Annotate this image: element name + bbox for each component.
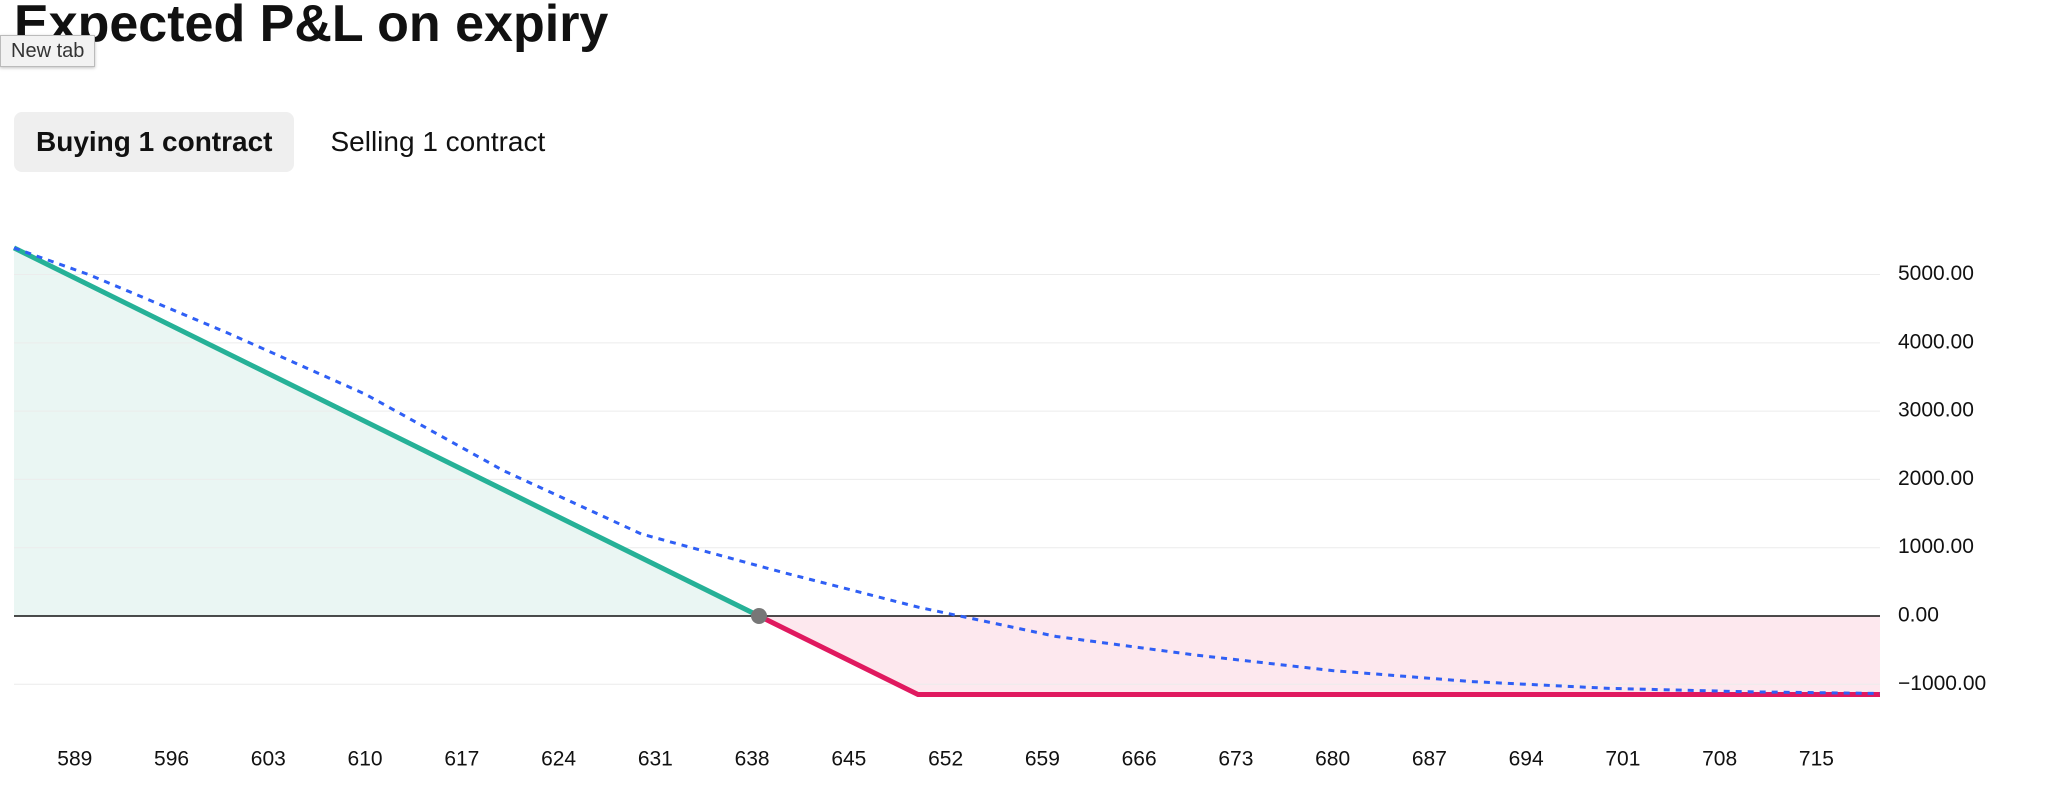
x-tick-label: 666 [1122,748,1157,771]
x-tick-label: 701 [1605,748,1640,771]
area [759,615,1880,695]
x-tick-label: 610 [348,748,383,771]
x-tick-label: 624 [541,748,576,771]
x-tick-label: 589 [57,748,92,771]
x-tick-label: 715 [1799,748,1834,771]
y-tick-label: 4000.00 [1898,330,1974,353]
x-tick-label: 645 [831,748,866,771]
y-tick-label: 1000.00 [1898,535,1974,558]
y-tick-label: 2000.00 [1898,467,1974,490]
x-tick-label: 673 [1218,748,1253,771]
tab[interactable]: Selling 1 contract [330,126,546,157]
x-tick-label: 687 [1412,748,1447,771]
x-tick-label: 659 [1025,748,1060,771]
x-tick-label: 694 [1509,748,1544,771]
y-tick-label: 3000.00 [1898,399,1974,422]
y-tick-label: 5000.00 [1898,262,1974,285]
payoff-line [12,245,761,619]
x-tick-label: 617 [444,748,479,771]
y-tick-label: −1000.00 [1898,672,1986,695]
expected-line [13,246,1881,695]
x-tick-label: 708 [1702,748,1737,771]
page-title: Expected P&L on expiry [14,0,609,53]
x-tick-label: 680 [1315,748,1350,771]
tab-bar: Buying 1 contract Selling 1 contract [14,112,567,172]
payoff-line [757,613,1880,698]
x-tick-label: 638 [735,748,770,771]
x-tick-label: 631 [638,748,673,771]
breakeven-marker [751,607,768,624]
tooltip: New tab [0,35,96,67]
y-tick-label: 0.00 [1898,604,1939,627]
x-tick-label: 596 [154,748,189,771]
x-tick-label: 603 [251,748,286,771]
x-tick-label: 652 [928,748,963,771]
tab[interactable]: Buying 1 contract [14,112,295,172]
